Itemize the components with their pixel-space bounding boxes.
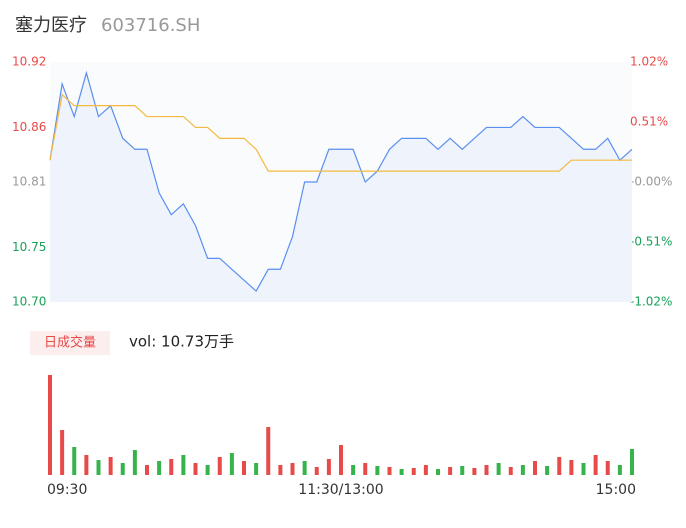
volume-bar [157,461,162,475]
volume-bar [533,461,537,475]
volume-bar [326,459,331,475]
volume-bar [266,427,271,475]
price-area [50,72,632,302]
volume-bar [96,460,101,475]
volume-bar [242,461,246,475]
volume-badge: 日成交量 [44,335,96,351]
volume-bar [448,467,453,475]
volume-bar [108,457,113,475]
volume-bar [520,465,525,475]
volume-bar [399,469,404,475]
volume-bar [363,463,368,475]
y-tick-label: 10.86 [12,120,46,134]
volume-bar [290,463,295,475]
volume-bar [84,455,89,475]
volume-bar [314,467,319,475]
volume-bar [581,463,586,475]
volume-label: vol: 10.73万手 [129,333,234,351]
y2-tick-label: 1.02% [630,55,668,69]
volume-bar [617,465,622,475]
y2-tick-label: -0.51% [630,235,672,249]
volume-bar [205,465,210,475]
volume-bar [145,465,149,475]
y2-tick-label: -0.00% [630,175,672,189]
y-tick-label: 10.92 [12,55,46,69]
y-tick-label: 10.75 [12,240,46,254]
volume-bar [254,463,259,475]
x-tick-label: 15:00 [596,482,636,498]
volume-bar [278,465,283,475]
volume-bar [193,463,198,475]
volume-bar [60,430,65,475]
stock-name: 塞力医疗 [15,15,87,36]
volume-bar [120,463,125,475]
volume-bar [351,465,356,475]
volume-badge-bg [30,331,110,355]
volume-bar [375,466,380,475]
volume-bar [436,469,440,475]
volume-bar [387,467,392,475]
y-tick-label: 10.81 [12,175,46,189]
volume-bar [132,450,137,475]
volume-bar [411,468,416,475]
volume-bar [423,465,428,475]
volume-bar [630,449,634,475]
volume-bar [496,463,501,475]
y2-tick-label: 0.51% [630,115,668,129]
volume-bar [48,375,52,475]
average-line [49,93,632,172]
volume-bar [557,457,562,475]
volume-bar [169,459,174,475]
x-tick-label: 09:30 [47,482,87,498]
volume-bar [339,445,343,475]
y2-tick-label: -1.02% [630,295,672,309]
volume-bar [484,465,489,475]
volume-bar [593,455,598,475]
price-line [49,70,633,293]
volume-bar [72,447,77,475]
volume-bar [460,466,465,475]
y-tick-label: 10.70 [12,295,46,309]
volume-bar [472,468,477,475]
volume-bar [605,461,610,475]
volume-bar [181,455,186,475]
volume-bar [569,460,574,475]
stock-code: 603716.SH [101,15,200,36]
volume-bar [302,461,307,475]
x-tick-label: 11:30/13:00 [298,482,383,498]
volume-bar [545,466,550,475]
volume-bar [229,453,234,475]
volume-bar [217,457,222,475]
volume-bar [508,467,513,475]
